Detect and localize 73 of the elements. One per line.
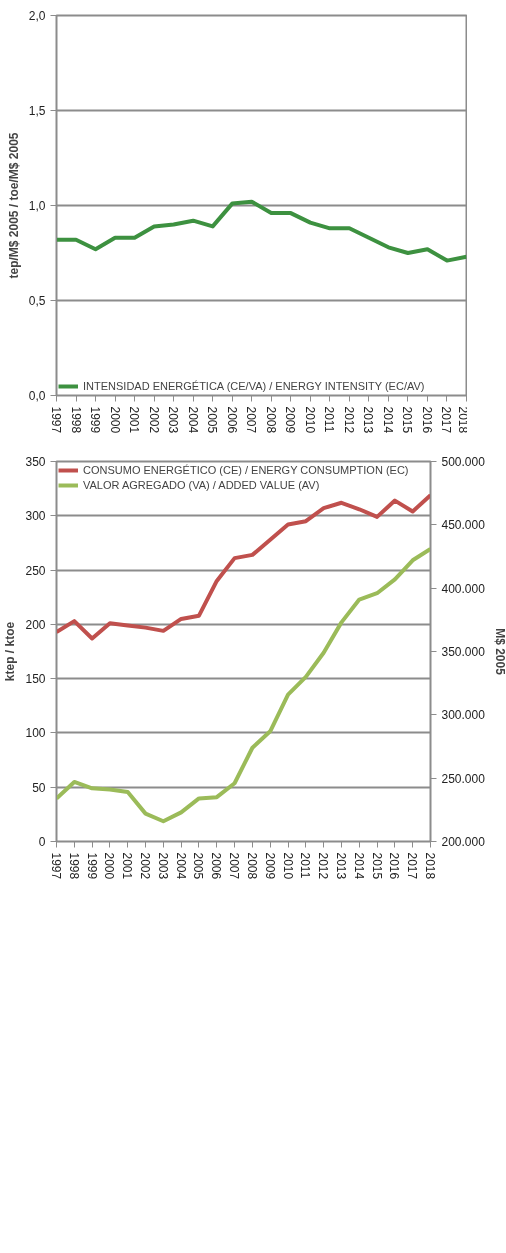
x-tick-label: 2016 [387, 852, 402, 880]
x-tick-label: 2015 [400, 406, 415, 434]
x-tick-label: 2003 [166, 406, 181, 434]
x-tick-label: 2006 [224, 406, 239, 434]
x-tick-label: 2016 [419, 406, 434, 434]
x-tick-label: 2000 [107, 406, 122, 434]
x-tick-label: 2017 [405, 852, 420, 880]
x-tick-label: 2006 [209, 852, 224, 880]
y-tick-label: 200 [25, 617, 46, 632]
y-tick-label: 0,5 [28, 294, 46, 308]
x-tick-label: 2018 [455, 406, 470, 434]
y-tick-label: 300 [25, 509, 46, 524]
x-tick-label: 2014 [380, 406, 395, 434]
x-tick-label: 2005 [205, 406, 220, 434]
x-tick-label: 2001 [120, 852, 135, 880]
y2-tick-label: 400.000 [441, 581, 486, 596]
y-tick-label: 150 [25, 672, 46, 687]
x-tick-label: 2014 [351, 852, 366, 880]
x-tick-label: 2018 [423, 852, 437, 880]
y-tick-label: 1,5 [28, 104, 46, 118]
y-tick-label: 100 [25, 726, 46, 741]
x-tick-label: 2011 [298, 852, 313, 879]
x-tick-label: 1998 [66, 852, 81, 880]
x-tick-label: 2012 [341, 406, 356, 434]
x-tick-label: 2007 [244, 406, 259, 434]
x-tick-label: 1999 [84, 852, 99, 880]
legend-label: CONSUMO ENERGÉTICO (CE) / ENERGY CONSUMPTION (EC) [83, 463, 409, 477]
x-tick-label: 2002 [138, 852, 153, 880]
line-series [56, 546, 431, 824]
y2-tick-label: 300.000 [441, 708, 486, 723]
x-tick-label: 2007 [227, 852, 242, 880]
x-tick-label: 2009 [283, 406, 298, 434]
line-series [56, 199, 467, 263]
x-tick-label: 2004 [185, 406, 200, 434]
x-tick-label: 2010 [302, 406, 317, 434]
y-tick-label: 2,0 [28, 9, 46, 23]
y-tick-label: 0 [38, 835, 46, 849]
y2-axis-title: M$ 2005 [492, 628, 506, 676]
x-tick-label: 2000 [102, 852, 117, 880]
line-series [56, 493, 431, 641]
x-tick-label: 2002 [146, 406, 161, 434]
x-tick-label: 2010 [280, 852, 295, 880]
y-axis-title: tep/M$ 2005 / toe/M$ 2005 [6, 132, 21, 279]
y-tick-label: 1,0 [28, 199, 46, 213]
x-tick-label: 1997 [49, 852, 63, 880]
x-tick-label: 2017 [439, 406, 454, 434]
x-tick-label: 2005 [191, 852, 206, 880]
y-tick-label: 250 [25, 563, 46, 578]
x-tick-label: 1997 [49, 406, 63, 434]
x-tick-label: 2008 [263, 406, 278, 434]
x-tick-label: 2011 [322, 406, 337, 433]
y-tick-label: 0,0 [28, 389, 46, 403]
x-tick-label: 2004 [173, 852, 188, 880]
y-tick-label: 350 [25, 455, 46, 469]
y2-tick-label: 200.000 [441, 835, 486, 849]
x-tick-label: 2008 [244, 852, 259, 880]
legend-label: VALOR AGREGADO (VA) / ADDED VALUE (AV) [83, 478, 320, 492]
legend-label: INTENSIDAD ENERGÉTICA (CE/VA) / ENERGY INTENSITY (EC/AV) [83, 379, 425, 393]
x-tick-label: 2012 [316, 852, 331, 880]
x-tick-label: 2003 [155, 852, 170, 880]
y2-tick-label: 350.000 [441, 645, 486, 659]
x-tick-label: 2013 [333, 852, 348, 880]
y2-tick-label: 450.000 [441, 518, 486, 533]
y-tick-label: 50 [32, 780, 46, 795]
x-tick-label: 2015 [369, 852, 384, 880]
x-tick-label: 1998 [68, 406, 83, 434]
y2-tick-label: 500.000 [441, 455, 486, 469]
x-tick-label: 2001 [127, 406, 142, 434]
x-tick-label: 1999 [88, 406, 103, 434]
x-tick-label: 2013 [361, 406, 376, 434]
y2-tick-label: 250.000 [441, 771, 486, 786]
x-tick-label: 2009 [262, 852, 277, 880]
y-axis-title: ktep / ktoe [3, 621, 18, 682]
